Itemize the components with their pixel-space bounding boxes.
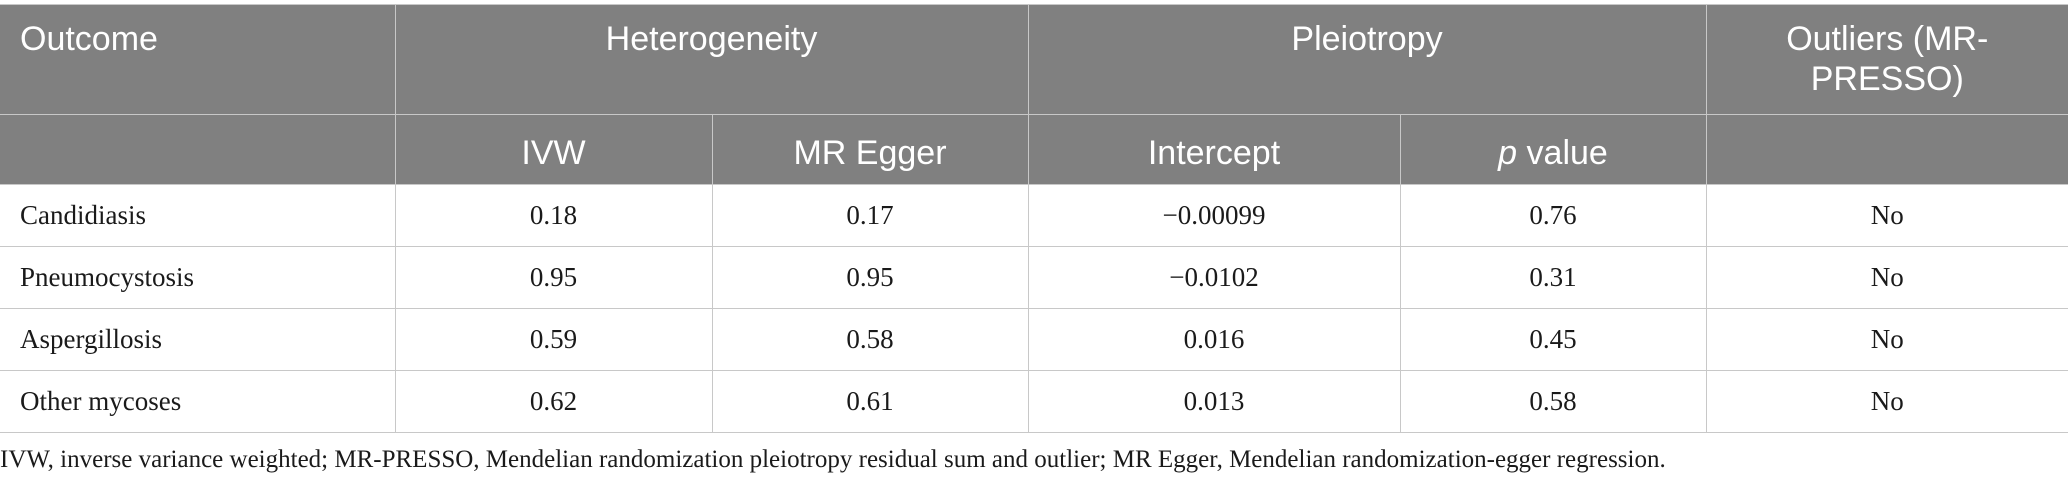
cell-p-value: 0.45 [1399,308,1707,371]
cell-p-value: 0.31 [1399,246,1707,309]
cell-intercept: 0.016 [1027,308,1401,371]
cell-outliers: No [1705,370,2068,433]
table-body: Candidiasis 0.18 0.17 −0.00099 0.76 No P… [0,184,2068,433]
header-p-italic: p [1498,133,1518,172]
table-row: Aspergillosis 0.59 0.58 0.016 0.45 No [0,308,2068,371]
cell-outcome: Other mycoses [0,370,396,433]
header-outliers: Outliers (MR-PRESSO) [1705,4,2068,115]
cell-ivw: 0.59 [394,308,713,371]
header-pleiotropy: Pleiotropy [1027,4,1707,115]
cell-outcome: Candidiasis [0,184,396,247]
header-empty-outliers [1705,114,2068,185]
cell-outliers: No [1705,308,2068,371]
header-outcome: Outcome [0,4,396,115]
table-row: Other mycoses 0.62 0.61 0.013 0.58 No [0,370,2068,433]
table-footnote: IVW, inverse variance weighted; MR-PRESS… [0,446,1666,473]
header-row-1: Outcome Heterogeneity Pleiotropy Outlier… [0,4,2068,115]
header-p-value: p value [1399,114,1707,185]
cell-p-value: 0.58 [1399,370,1707,433]
cell-mr-egger: 0.17 [711,184,1029,247]
cell-intercept: 0.013 [1027,370,1401,433]
results-table: Outcome Heterogeneity Pleiotropy Outlier… [0,4,2068,433]
cell-ivw: 0.62 [394,370,713,433]
cell-outliers: No [1705,246,2068,309]
cell-intercept: −0.0102 [1027,246,1401,309]
cell-outcome: Aspergillosis [0,308,396,371]
header-empty-outcome [0,114,396,185]
header-mr-egger: MR Egger [711,114,1029,185]
table-row: Candidiasis 0.18 0.17 −0.00099 0.76 No [0,184,2068,247]
table-header: Outcome Heterogeneity Pleiotropy Outlier… [0,4,2068,185]
cell-ivw: 0.95 [394,246,713,309]
cell-mr-egger: 0.95 [711,246,1029,309]
cell-outliers: No [1705,184,2068,247]
results-table-container: Outcome Heterogeneity Pleiotropy Outlier… [0,4,2068,433]
header-row-2: IVW MR Egger Intercept p value [0,114,2068,185]
table-row: Pneumocystosis 0.95 0.95 −0.0102 0.31 No [0,246,2068,309]
header-heterogeneity: Heterogeneity [394,4,1029,115]
cell-mr-egger: 0.61 [711,370,1029,433]
header-p-rest: value [1517,133,1608,172]
cell-ivw: 0.18 [394,184,713,247]
cell-p-value: 0.76 [1399,184,1707,247]
cell-outcome: Pneumocystosis [0,246,396,309]
header-ivw: IVW [394,114,713,185]
cell-intercept: −0.00099 [1027,184,1401,247]
header-intercept: Intercept [1027,114,1401,185]
cell-mr-egger: 0.58 [711,308,1029,371]
